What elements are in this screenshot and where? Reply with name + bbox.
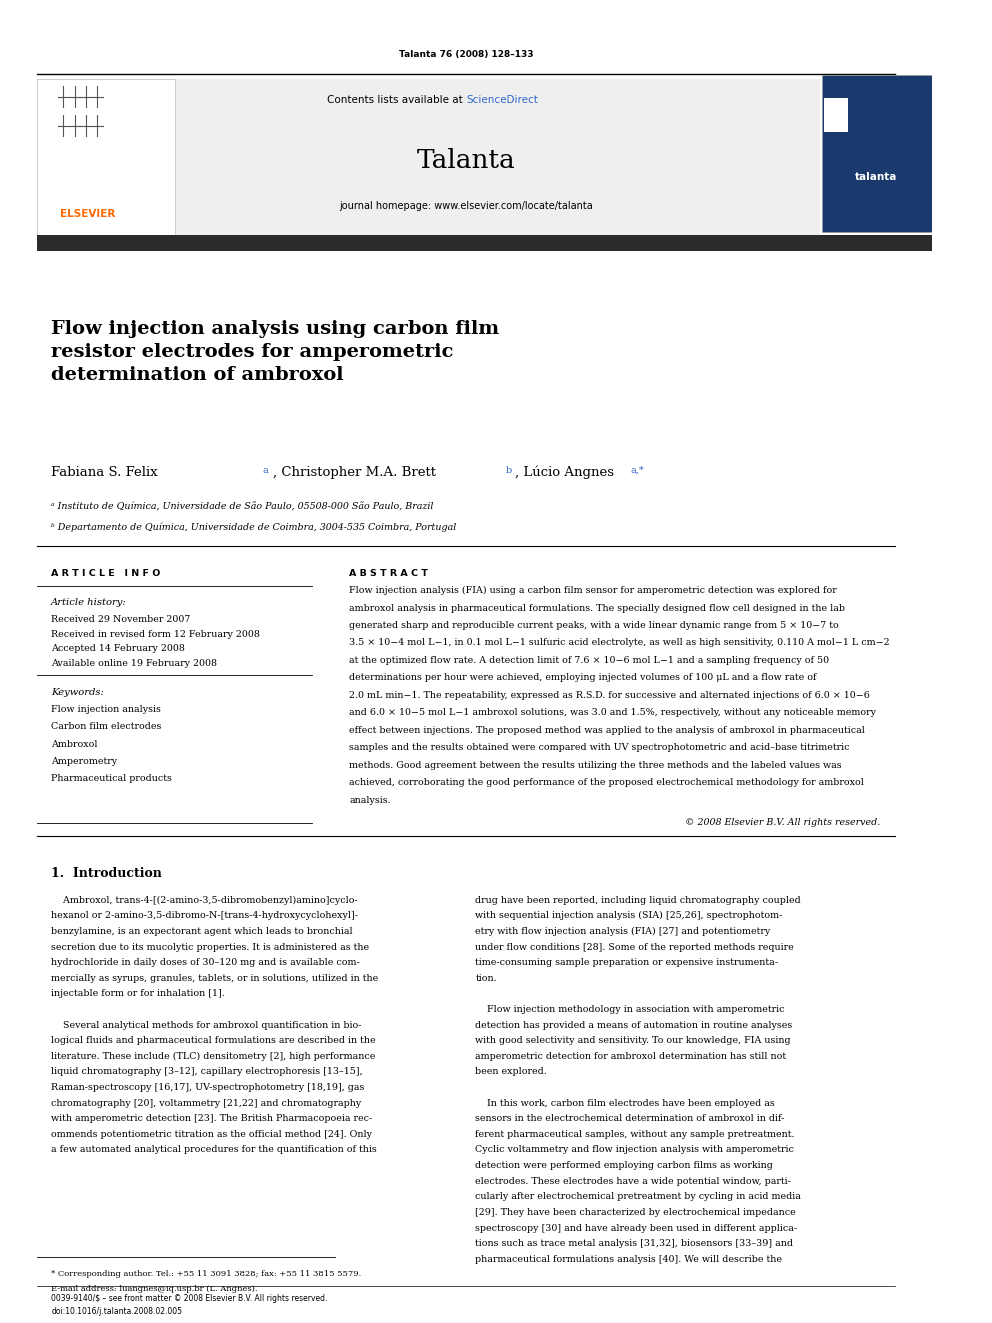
FancyBboxPatch shape bbox=[38, 79, 820, 235]
Text: pharmaceutical formulations analysis [40]. We will describe the: pharmaceutical formulations analysis [40… bbox=[475, 1254, 783, 1263]
Text: amperometric detection for ambroxol determination has still not: amperometric detection for ambroxol dete… bbox=[475, 1052, 787, 1061]
Text: Raman-spectroscopy [16,17], UV-spectrophotometry [18,19], gas: Raman-spectroscopy [16,17], UV-spectroph… bbox=[52, 1084, 365, 1091]
Text: Accepted 14 February 2008: Accepted 14 February 2008 bbox=[52, 644, 186, 654]
Text: journal homepage: www.elsevier.com/locate/talanta: journal homepage: www.elsevier.com/locat… bbox=[339, 201, 593, 212]
Text: Carbon film electrodes: Carbon film electrodes bbox=[52, 722, 162, 732]
Text: a few automated analytical procedures for the quantification of this: a few automated analytical procedures fo… bbox=[52, 1146, 377, 1155]
Text: , Christopher M.A. Brett: , Christopher M.A. Brett bbox=[273, 466, 436, 479]
Text: Ambroxol: Ambroxol bbox=[52, 740, 98, 749]
Text: under flow conditions [28]. Some of the reported methods require: under flow conditions [28]. Some of the … bbox=[475, 942, 794, 951]
Text: ᵇ Departamento de Química, Universidade de Coimbra, 3004-535 Coimbra, Portugal: ᵇ Departamento de Química, Universidade … bbox=[52, 523, 456, 532]
Text: generated sharp and reproducible current peaks, with a wide linear dynamic range: generated sharp and reproducible current… bbox=[349, 620, 839, 630]
Text: with amperometric detection [23]. The British Pharmacopoeia rec-: with amperometric detection [23]. The Br… bbox=[52, 1114, 373, 1123]
FancyBboxPatch shape bbox=[38, 235, 931, 251]
Text: ommends potentiometric titration as the official method [24]. Only: ommends potentiometric titration as the … bbox=[52, 1130, 372, 1139]
FancyBboxPatch shape bbox=[823, 98, 848, 132]
Text: logical fluids and pharmaceutical formulations are described in the: logical fluids and pharmaceutical formul… bbox=[52, 1036, 376, 1045]
Text: Talanta 76 (2008) 128–133: Talanta 76 (2008) 128–133 bbox=[399, 50, 533, 60]
Text: ScienceDirect: ScienceDirect bbox=[466, 95, 538, 106]
Text: ELSEVIER: ELSEVIER bbox=[60, 209, 115, 220]
Text: ferent pharmaceutical samples, without any sample pretreatment.: ferent pharmaceutical samples, without a… bbox=[475, 1130, 795, 1139]
Text: Flow injection analysis (FIA) using a carbon film sensor for amperometric detect: Flow injection analysis (FIA) using a ca… bbox=[349, 586, 837, 595]
Text: Contents lists available at: Contents lists available at bbox=[327, 95, 466, 106]
Text: Pharmaceutical products: Pharmaceutical products bbox=[52, 774, 173, 783]
Text: with sequential injection analysis (SIA) [25,26], spectrophotom-: with sequential injection analysis (SIA)… bbox=[475, 912, 783, 921]
Text: Amperometry: Amperometry bbox=[52, 757, 117, 766]
Text: electrodes. These electrodes have a wide potential window, parti-: electrodes. These electrodes have a wide… bbox=[475, 1176, 792, 1185]
Text: liquid chromatography [3–12], capillary electrophoresis [13–15],: liquid chromatography [3–12], capillary … bbox=[52, 1068, 363, 1077]
Text: doi:10.1016/j.talanta.2008.02.005: doi:10.1016/j.talanta.2008.02.005 bbox=[52, 1307, 183, 1316]
Text: Several analytical methods for ambroxol quantification in bio-: Several analytical methods for ambroxol … bbox=[52, 1020, 362, 1029]
Text: Ambroxol, trans-4-[(2-amino-3,5-dibromobenzyl)amino]cyclo-: Ambroxol, trans-4-[(2-amino-3,5-dibromob… bbox=[52, 896, 358, 905]
Text: spectroscopy [30] and have already been used in different applica-: spectroscopy [30] and have already been … bbox=[475, 1224, 798, 1233]
Text: achieved, corroborating the good performance of the proposed electrochemical met: achieved, corroborating the good perform… bbox=[349, 778, 864, 787]
Text: chromatography [20], voltammetry [21,22] and chromatography: chromatography [20], voltammetry [21,22]… bbox=[52, 1098, 361, 1107]
Text: hydrochloride in daily doses of 30–120 mg and is available com-: hydrochloride in daily doses of 30–120 m… bbox=[52, 958, 360, 967]
Text: detection has provided a means of automation in routine analyses: detection has provided a means of automa… bbox=[475, 1020, 793, 1029]
Text: Received 29 November 2007: Received 29 November 2007 bbox=[52, 615, 190, 624]
Text: Cyclic voltammetry and flow injection analysis with amperometric: Cyclic voltammetry and flow injection an… bbox=[475, 1146, 795, 1155]
Text: talanta: talanta bbox=[855, 172, 897, 183]
Text: effect between injections. The proposed method was applied to the analysis of am: effect between injections. The proposed … bbox=[349, 726, 865, 734]
Text: a,*: a,* bbox=[631, 466, 645, 475]
Text: detection were performed employing carbon films as working: detection were performed employing carbo… bbox=[475, 1162, 773, 1170]
Text: [29]. They have been characterized by electrochemical impedance: [29]. They have been characterized by el… bbox=[475, 1208, 796, 1217]
Text: E-mail address: luangnes@iq.usp.br (L. Angnes).: E-mail address: luangnes@iq.usp.br (L. A… bbox=[52, 1285, 258, 1293]
Text: analysis.: analysis. bbox=[349, 795, 391, 804]
Text: mercially as syrups, granules, tablets, or in solutions, utilized in the: mercially as syrups, granules, tablets, … bbox=[52, 974, 379, 983]
Text: b: b bbox=[506, 466, 512, 475]
Text: Flow injection methodology in association with amperometric: Flow injection methodology in associatio… bbox=[475, 1005, 785, 1013]
Text: hexanol or 2-amino-3,5-dibromo-N-[trans-4-hydroxycyclohexyl]-: hexanol or 2-amino-3,5-dibromo-N-[trans-… bbox=[52, 912, 358, 921]
Text: Article history:: Article history: bbox=[52, 598, 127, 607]
Text: ᵃ Instituto de Química, Universidade de São Paulo, 05508-000 São Paulo, Brazil: ᵃ Instituto de Química, Universidade de … bbox=[52, 503, 434, 512]
FancyBboxPatch shape bbox=[38, 79, 176, 235]
Text: time-consuming sample preparation or expensive instrumenta-: time-consuming sample preparation or exp… bbox=[475, 958, 779, 967]
Text: Fabiana S. Felix: Fabiana S. Felix bbox=[52, 466, 158, 479]
Text: with good selectivity and sensitivity. To our knowledge, FIA using: with good selectivity and sensitivity. T… bbox=[475, 1036, 791, 1045]
Text: Talanta: Talanta bbox=[417, 148, 515, 173]
Text: , Lúcio Angnes: , Lúcio Angnes bbox=[515, 466, 614, 479]
Text: injectable form or for inhalation [1].: injectable form or for inhalation [1]. bbox=[52, 990, 225, 999]
Text: methods. Good agreement between the results utilizing the three methods and the : methods. Good agreement between the resu… bbox=[349, 761, 842, 770]
Text: drug have been reported, including liquid chromatography coupled: drug have been reported, including liqui… bbox=[475, 896, 801, 905]
Text: Keywords:: Keywords: bbox=[52, 688, 104, 697]
Text: cularly after electrochemical pretreatment by cycling in acid media: cularly after electrochemical pretreatme… bbox=[475, 1192, 802, 1201]
Text: Flow injection analysis using carbon film
resistor electrodes for amperometric
d: Flow injection analysis using carbon fil… bbox=[52, 320, 499, 384]
Text: and 6.0 × 10−5 mol L−1 ambroxol solutions, was 3.0 and 1.5%, respectively, witho: and 6.0 × 10−5 mol L−1 ambroxol solution… bbox=[349, 708, 877, 717]
Text: * Corresponding author. Tel.: +55 11 3091 3828; fax: +55 11 3815 5579.: * Corresponding author. Tel.: +55 11 309… bbox=[52, 1270, 361, 1278]
Text: Received in revised form 12 February 2008: Received in revised form 12 February 200… bbox=[52, 630, 260, 639]
Text: sensors in the electrochemical determination of ambroxol in dif-: sensors in the electrochemical determina… bbox=[475, 1114, 785, 1123]
Text: samples and the results obtained were compared with UV spectrophotometric and ac: samples and the results obtained were co… bbox=[349, 744, 850, 753]
Text: 1.  Introduction: 1. Introduction bbox=[52, 867, 162, 880]
Text: 0039-9140/$ – see front matter © 2008 Elsevier B.V. All rights reserved.: 0039-9140/$ – see front matter © 2008 El… bbox=[52, 1294, 327, 1303]
FancyBboxPatch shape bbox=[822, 75, 931, 232]
Text: been explored.: been explored. bbox=[475, 1068, 547, 1077]
Text: benzylamine, is an expectorant agent which leads to bronchial: benzylamine, is an expectorant agent whi… bbox=[52, 927, 353, 935]
Text: tions such as trace metal analysis [31,32], biosensors [33–39] and: tions such as trace metal analysis [31,3… bbox=[475, 1240, 794, 1248]
Text: etry with flow injection analysis (FIA) [27] and potentiometry: etry with flow injection analysis (FIA) … bbox=[475, 927, 771, 935]
Text: literature. These include (TLC) densitometry [2], high performance: literature. These include (TLC) densitom… bbox=[52, 1052, 376, 1061]
Text: Flow injection analysis: Flow injection analysis bbox=[52, 705, 161, 714]
Text: 2.0 mL min−1. The repeatability, expressed as R.S.D. for successive and alternat: 2.0 mL min−1. The repeatability, express… bbox=[349, 691, 870, 700]
Text: In this work, carbon film electrodes have been employed as: In this work, carbon film electrodes hav… bbox=[475, 1098, 775, 1107]
Text: A R T I C L E   I N F O: A R T I C L E I N F O bbox=[52, 569, 161, 578]
Text: at the optimized flow rate. A detection limit of 7.6 × 10−6 mol L−1 and a sampli: at the optimized flow rate. A detection … bbox=[349, 656, 829, 665]
Text: tion.: tion. bbox=[475, 974, 497, 983]
Text: A B S T R A C T: A B S T R A C T bbox=[349, 569, 429, 578]
Text: a: a bbox=[263, 466, 269, 475]
Text: ambroxol analysis in pharmaceutical formulations. The specially designed flow ce: ambroxol analysis in pharmaceutical form… bbox=[349, 603, 845, 613]
Text: © 2008 Elsevier B.V. All rights reserved.: © 2008 Elsevier B.V. All rights reserved… bbox=[685, 819, 881, 827]
Text: Available online 19 February 2008: Available online 19 February 2008 bbox=[52, 659, 217, 668]
Text: secretion due to its mucolytic properties. It is administered as the: secretion due to its mucolytic propertie… bbox=[52, 942, 369, 951]
Text: determinations per hour were achieved, employing injected volumes of 100 μL and : determinations per hour were achieved, e… bbox=[349, 673, 817, 683]
Text: 3.5 × 10−4 mol L−1, in 0.1 mol L−1 sulfuric acid electrolyte, as well as high se: 3.5 × 10−4 mol L−1, in 0.1 mol L−1 sulfu… bbox=[349, 639, 890, 647]
